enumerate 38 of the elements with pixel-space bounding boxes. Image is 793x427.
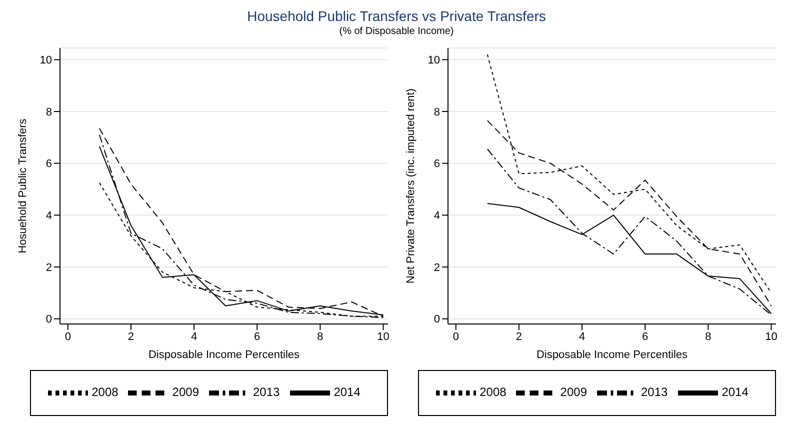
- x-tick-label: 0: [452, 330, 459, 343]
- legend-label: 2014: [334, 385, 360, 400]
- x-tick-label: 8: [317, 330, 324, 343]
- y-tick-label: 6: [434, 158, 440, 170]
- y-tick-label: 10: [40, 54, 52, 67]
- legend-label: 2014: [722, 385, 748, 400]
- y-tick-label: 0: [46, 314, 52, 326]
- x-tick-label: 6: [642, 330, 648, 343]
- chart-subtitle: (% of Disposable Income): [338, 25, 455, 38]
- x-tick-label: 10: [765, 330, 778, 343]
- y-tick-label: 10: [428, 54, 440, 67]
- y-tick-label: 4: [46, 210, 52, 222]
- x-axis-title: Disposable Income Percentiles: [148, 349, 300, 361]
- x-tick-label: 8: [705, 330, 712, 343]
- y-tick-label: 2: [434, 262, 440, 274]
- x-tick-label: 2: [128, 330, 134, 343]
- legend-label: 2008: [92, 385, 118, 400]
- legend-label: 2013: [641, 385, 668, 400]
- legend-label: 2009: [172, 385, 199, 400]
- y-tick-label: 8: [434, 106, 440, 118]
- x-tick-label: 6: [254, 330, 260, 343]
- chart-title: Household Public Transfers vs Private Transfers: [246, 8, 547, 25]
- x-tick-label: 0: [64, 330, 71, 343]
- legend-label: 2008: [480, 385, 506, 400]
- y-tick-label: 4: [434, 210, 440, 222]
- y-tick-label: 6: [46, 158, 52, 170]
- x-tick-label: 4: [190, 330, 198, 343]
- legend-label: 2013: [253, 385, 280, 400]
- x-tick-label: 4: [578, 330, 586, 343]
- y-axis-title: Net Private Transfers (inc. imputed rent): [404, 88, 417, 284]
- x-axis-title: Disposable Income Percentiles: [536, 349, 688, 361]
- x-tick-label: 10: [377, 330, 390, 343]
- y-tick-label: 2: [46, 262, 52, 274]
- legend-label: 2009: [560, 385, 587, 400]
- x-tick-label: 2: [516, 330, 522, 343]
- y-axis-title: Hosuehold Public Transfers: [16, 118, 29, 254]
- y-tick-label: 8: [46, 106, 52, 118]
- y-tick-label: 0: [434, 314, 440, 326]
